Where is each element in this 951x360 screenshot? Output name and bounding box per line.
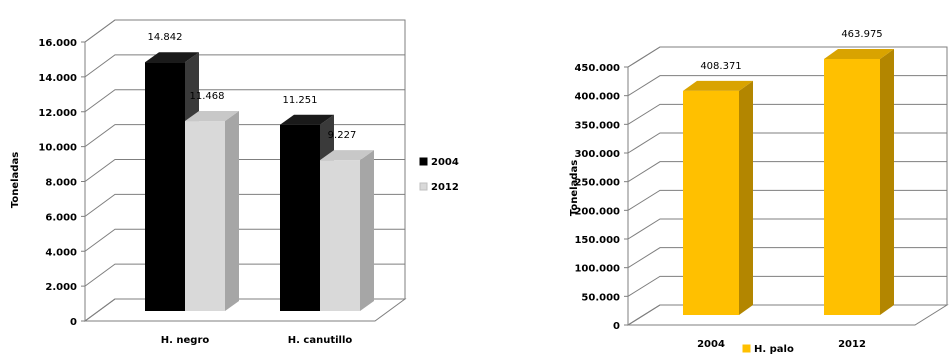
chart2-gridline	[627, 189, 947, 211]
chart1-data-label: 11.468	[190, 91, 225, 102]
chart2-gridline	[627, 46, 947, 68]
chart2-data-label: 408.371	[700, 61, 741, 72]
chart2-legend-swatch	[742, 344, 751, 353]
chart2-floor	[626, 304, 949, 326]
chart2-bar-side	[880, 48, 894, 315]
chart1-y-tick-label: 2.000	[45, 282, 77, 293]
chart1-gridline	[84, 54, 405, 78]
chart1-bar-top	[280, 114, 334, 125]
chart1-data-label: 9.227	[328, 130, 357, 141]
chart1-data-label: 11.251	[283, 95, 318, 106]
chart1-bar-side	[360, 150, 374, 311]
chart2-bar-h-palo-2012	[824, 58, 880, 315]
chart1-bar-side	[225, 111, 239, 311]
chart2-gridline	[627, 304, 947, 326]
chart1-category-label: H. canutillo	[288, 335, 353, 346]
chart2-gridline	[627, 218, 947, 240]
chart2-y-tick-label: 400.000	[574, 92, 620, 103]
chart1-legend-label: 2004	[431, 157, 459, 168]
chart1-legend-swatch	[419, 182, 428, 191]
chart1-bar-2012-h-negro	[185, 121, 225, 311]
chart2-gridline	[627, 132, 947, 154]
chart2-gridline	[627, 75, 947, 97]
chart1-y-tick-label: 4.000	[45, 247, 77, 258]
chart1-data-label: 14.842	[148, 32, 183, 43]
chart2-y-tick-label: 150.000	[574, 235, 620, 246]
chart2-y-axis-label: Toneladas	[569, 160, 580, 216]
chart1-gridline	[84, 89, 405, 113]
chart2-y-tick-label: 450.000	[574, 63, 620, 74]
chart2-y-tick-label: 100.000	[574, 264, 620, 275]
chart2-y-tick-label: 0	[613, 321, 620, 332]
chart2-bar-side	[739, 80, 753, 315]
chart1-legend-swatch	[419, 157, 428, 166]
chart2-y-tick-label: 200.000	[574, 206, 620, 217]
chart1-y-tick-label: 16.000	[38, 38, 77, 49]
chart1-bar-top	[185, 111, 239, 122]
chart1-bar-2004-h-canutillo	[280, 124, 320, 311]
chart2-bar-top	[683, 80, 753, 91]
chart1-y-tick-label: 6.000	[45, 212, 77, 223]
chart2-category-label: 2004	[697, 339, 725, 350]
chart2-gridline	[627, 247, 947, 269]
chart1-y-axis-label: Toneladas	[10, 152, 21, 208]
chart1-y-tick-label: 0	[70, 317, 77, 328]
chart1-y-tick-label: 14.000	[38, 73, 77, 84]
chart2-category-label: 2012	[838, 339, 866, 350]
chart1-y-tick-label: 8.000	[45, 178, 77, 189]
chart2-gridline	[627, 275, 947, 297]
chart1-gridline	[84, 124, 405, 148]
chart2-y-tick-label: 350.000	[574, 120, 620, 131]
chart2-gridline	[627, 161, 947, 183]
chart2-data-label: 463.975	[841, 29, 882, 40]
chart1-bar-2004-h-negro	[145, 62, 185, 311]
chart1-legend-label: 2012	[431, 182, 459, 193]
chart1-bar-top	[320, 150, 374, 161]
chart2-y-tick-label: 300.000	[574, 149, 620, 160]
chart1-category-label: H. negro	[161, 335, 210, 346]
chart2-legend-label: H. palo	[754, 344, 794, 355]
chart2-y-tick-label: 50.000	[581, 292, 620, 303]
chart2-bar-top	[824, 48, 894, 59]
chart1-bar-2012-h-canutillo	[320, 160, 360, 311]
chart2-y-tick-label: 250.000	[574, 178, 620, 189]
chart1-gridline	[84, 19, 405, 43]
chart1-y-tick-label: 10.000	[38, 143, 77, 154]
chart2-bar-h-palo-2004	[683, 90, 739, 315]
chart1-y-tick-label: 12.000	[38, 108, 77, 119]
chart1-bar-top	[145, 52, 199, 63]
chart2-back-wall	[627, 46, 948, 326]
chart2-gridline	[627, 103, 947, 125]
